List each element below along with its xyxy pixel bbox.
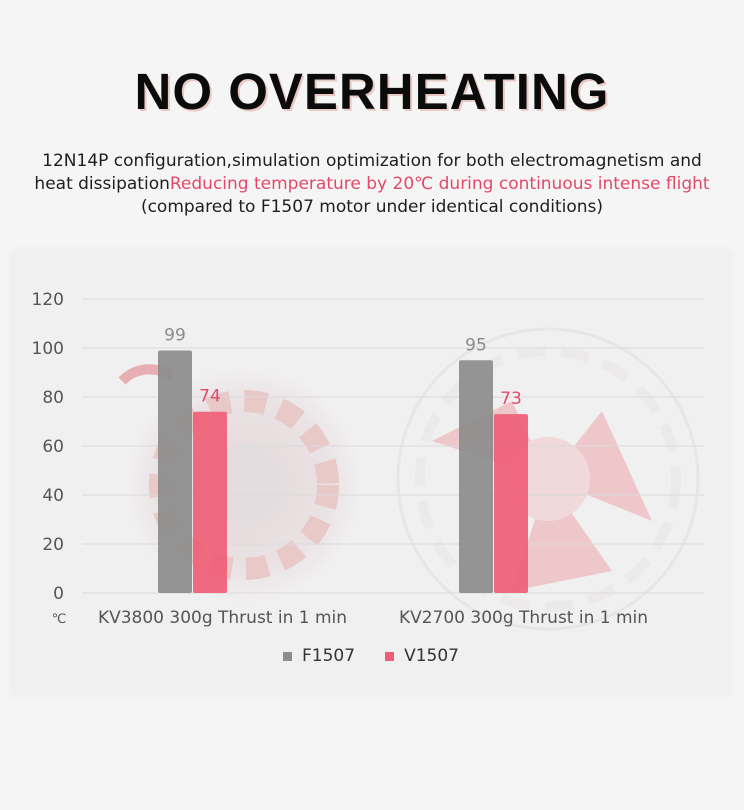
description-line-1: 12N14P configuration,simulation optimiza… [42,151,702,171]
legend-label-f1507: F1507 [302,646,356,666]
y-tick-label: 60 [42,437,64,457]
legend-swatch-f1507 [283,651,293,661]
x-category-label: KV2700 300g Thrust in 1 min [399,608,648,628]
description-line-3: (compared to F1507 motor under identical… [140,197,604,217]
data-label: 95 [465,335,487,355]
y-tick-label: 20 [42,535,64,555]
chart-card: 0 20 40 60 80 100 120 ℃ 99 74 95 73 KV3800 300g Th… [12,251,730,695]
x-axis: KV3800 300g Thrust in 1 min KV2700 300g T… [98,608,648,628]
legend-item-f1507: F1507 [283,646,355,666]
y-tick-label: 0 [53,584,64,604]
description-line-2-prefix: heat dissipation [34,174,170,194]
bar-f1507-1 [158,350,192,593]
legend-swatch-v1507 [385,651,395,661]
x-category-label: KV3800 300g Thrust in 1 min [98,608,347,628]
description-highlight: Reducing temperature by 20℃ during conti… [169,174,710,194]
y-tick-label: 120 [32,290,64,310]
data-label: 99 [164,325,186,345]
bar-f1507-2 [459,360,493,593]
legend: F1507 V1507 [12,646,730,666]
y-tick-label: 100 [32,339,64,359]
legend-label-v1507: V1507 [404,646,459,666]
y-axis: 0 20 40 60 80 100 120 ℃ [32,290,67,627]
motor-image-right [396,327,700,631]
data-label: 74 [199,387,221,407]
data-label: 73 [500,389,522,409]
bar-v1507-1 [193,411,227,593]
description-line-2: heat dissipationReducing temperature by … [0,173,744,196]
y-tick-label: 40 [42,486,64,506]
bars: 99 74 95 73 [158,325,528,593]
y-tick-label: 80 [42,388,64,408]
description: 12N14P configuration,simulation optimiza… [0,150,744,219]
bar-v1507-2 [494,414,528,593]
legend-item-v1507: V1507 [385,646,459,666]
bar-chart: 0 20 40 60 80 100 120 ℃ 99 74 95 73 KV3800 300g Th… [32,290,704,631]
y-unit-label: ℃ [52,612,67,627]
page-title: NO OVERHEATING [134,63,610,120]
